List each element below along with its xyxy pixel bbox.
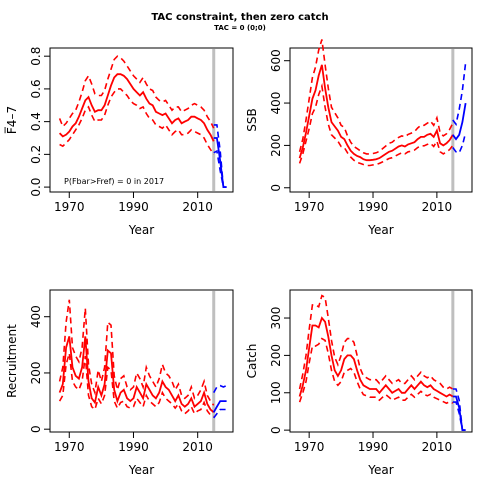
panel-fbar: 1970 1990 2010 0.0 0.2 0.4 0.6 0.8 Year F̅4–7 P(Fb… xyxy=(4,47,234,237)
ssb-historic-lower-line xyxy=(298,82,454,167)
figure-subtitle: TAC = 0 (0;0) xyxy=(214,24,266,32)
catch-x-tick-label: 1970 xyxy=(294,440,325,454)
fbar-y-tick-label: 0.4 xyxy=(29,112,43,131)
fbar-projection-median-line xyxy=(213,137,227,189)
ssb-projection-lower-line xyxy=(452,132,467,154)
catch-x-tick-label: 1990 xyxy=(358,440,389,454)
catch-historic-lower-line xyxy=(298,337,454,405)
rec-projection-lower-line xyxy=(213,408,227,419)
panel-rec: 1970 1990 2010 0 200 400 Year Recruitment xyxy=(5,289,234,477)
rec-y-tick-label: 200 xyxy=(29,361,43,384)
fbar-y-tick-label: 0.2 xyxy=(29,145,43,164)
rec-x-tick-label: 1990 xyxy=(118,440,149,454)
fbar-y-axis-label: F̅4–7 xyxy=(4,106,19,134)
fbar-annotation: P(Fbar>Fref) = 0 in 2017 xyxy=(64,177,164,186)
rec-x-tick-label: 1970 xyxy=(54,440,85,454)
figure-title: TAC constraint, then zero catch xyxy=(151,12,328,23)
ssb-projection-median-line xyxy=(452,102,467,141)
rec-historic-upper-line xyxy=(58,299,215,406)
catch-historic-upper-line xyxy=(298,294,454,390)
rec-x-tick-label: 2010 xyxy=(182,440,213,454)
fbar-x-tick-label: 1990 xyxy=(118,200,149,214)
rec-historic-lower-line xyxy=(58,353,215,418)
ssb-x-tick-label: 1990 xyxy=(358,200,389,214)
catch-y-axis-label: Catch xyxy=(245,344,259,379)
panel-ssb: 1970 1990 2010 0 200 400 600 Year SSB xyxy=(245,39,473,237)
catch-projection-median-line xyxy=(452,395,466,432)
fbar-y-tick-label: 0.0 xyxy=(29,178,43,197)
rec-y-tick-label: 400 xyxy=(29,305,43,328)
fbar-historic-median-line xyxy=(58,73,215,142)
rec-projection-median-line xyxy=(212,400,227,413)
fbar-historic-lower-line xyxy=(59,88,215,155)
catch-y-tick-label: 200 xyxy=(269,344,283,367)
ssb-x-tick-label: 2010 xyxy=(422,200,453,214)
catch-plot-frame xyxy=(289,289,473,433)
catch-x-tick-label: 2010 xyxy=(422,440,453,454)
catch-y-tick-label: 0 xyxy=(269,426,283,434)
ssb-x-axis-label: Year xyxy=(367,223,393,237)
rec-historic-median-line xyxy=(58,336,215,413)
fbar-x-tick-label: 1970 xyxy=(54,200,85,214)
ssb-y-tick-label: 400 xyxy=(269,92,283,115)
catch-x-axis-label: Year xyxy=(367,463,393,477)
ssb-y-tick-label: 0 xyxy=(269,184,283,192)
ssb-y-tick-label: 600 xyxy=(269,49,283,72)
fbar-historic-upper-line xyxy=(58,55,215,129)
fbar-projection-upper-line xyxy=(213,124,227,188)
ssb-projection-upper-line xyxy=(452,62,467,127)
ssb-y-axis-label: SSB xyxy=(245,108,259,131)
panel-catch: 1970 1990 2010 0 100 200 300 Year Catch xyxy=(245,289,473,477)
ssb-y-tick-label: 200 xyxy=(269,134,283,157)
ssb-x-tick-label: 1970 xyxy=(294,200,325,214)
catch-historic-median-line xyxy=(298,316,454,398)
fbar-x-tick-label: 2010 xyxy=(182,200,213,214)
fbar-x-axis-label: Year xyxy=(128,223,154,237)
catch-y-tick-label: 300 xyxy=(269,307,283,330)
fbar-y-tick-label: 0.8 xyxy=(29,47,43,66)
rec-x-axis-label: Year xyxy=(128,463,154,477)
rec-projection-upper-line xyxy=(213,384,227,393)
fbar-y-tick-label: 0.6 xyxy=(29,79,43,98)
rec-y-axis-label: Recruitment xyxy=(5,324,19,398)
catch-y-tick-label: 100 xyxy=(269,381,283,404)
ssb-historic-upper-line xyxy=(298,39,454,155)
rec-y-tick-label: 0 xyxy=(29,425,43,433)
ssb-historic-median-line xyxy=(298,64,454,162)
rec-plot-frame xyxy=(49,289,234,433)
fbar-plot-frame xyxy=(49,47,234,193)
ssb-plot-frame xyxy=(289,47,473,193)
